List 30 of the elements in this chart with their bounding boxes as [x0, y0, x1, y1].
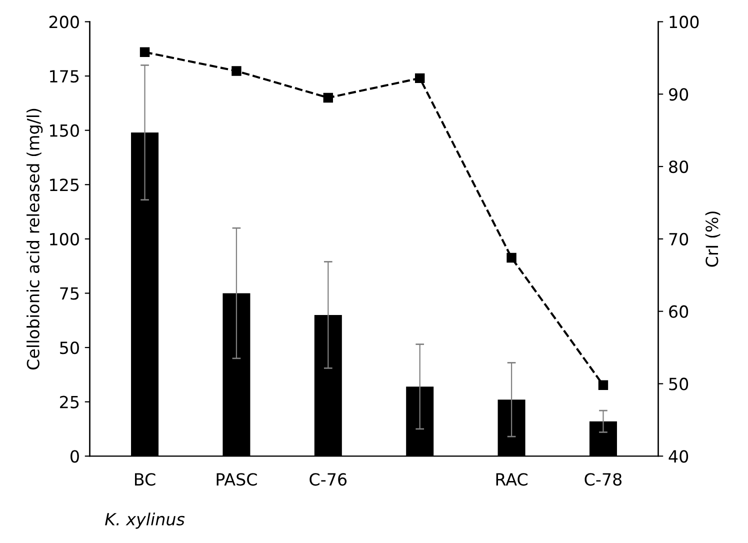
y-tick-label: 125 — [50, 178, 79, 192]
y-tick-label: 50 — [60, 341, 79, 354]
y2-tick-label: 70 — [669, 232, 688, 246]
y2-tick-label: 40 — [668, 450, 688, 463]
x-tick-label: C-76 — [310, 473, 347, 486]
x-tick-label: RAC — [496, 473, 528, 486]
y2-tick-label: 100 — [670, 16, 699, 28]
x-tick-label: C-78 — [584, 473, 622, 486]
y-tick-label: 150 — [50, 124, 79, 137]
text: K. xylinus — [105, 512, 185, 529]
point — [414, 73, 425, 84]
y-tick-label: 25 — [60, 396, 79, 408]
y-tick-label: 200 — [49, 16, 79, 28]
point — [506, 252, 516, 263]
point — [323, 92, 334, 103]
y2-axis-title: CrI (%) — [705, 212, 720, 267]
y-tick-label: 175 — [50, 70, 79, 83]
y2-tick-label: 60 — [669, 305, 688, 318]
y2-tick-label: 50 — [669, 378, 688, 390]
y2-tick-label: 80 — [669, 160, 688, 174]
point — [232, 66, 242, 76]
x-tick-label: BC — [135, 473, 156, 486]
y-axis-title: Cellobionic acid released (mg/l) — [26, 108, 43, 370]
point — [598, 380, 608, 390]
y-tick-label: 75 — [60, 287, 79, 300]
y2-tick-label: 90 — [669, 88, 688, 101]
x-tick-label: PASC — [216, 473, 257, 486]
point — [140, 47, 150, 57]
y-tick-label: 100 — [50, 232, 79, 246]
y-tick-label: 0 — [70, 450, 79, 463]
